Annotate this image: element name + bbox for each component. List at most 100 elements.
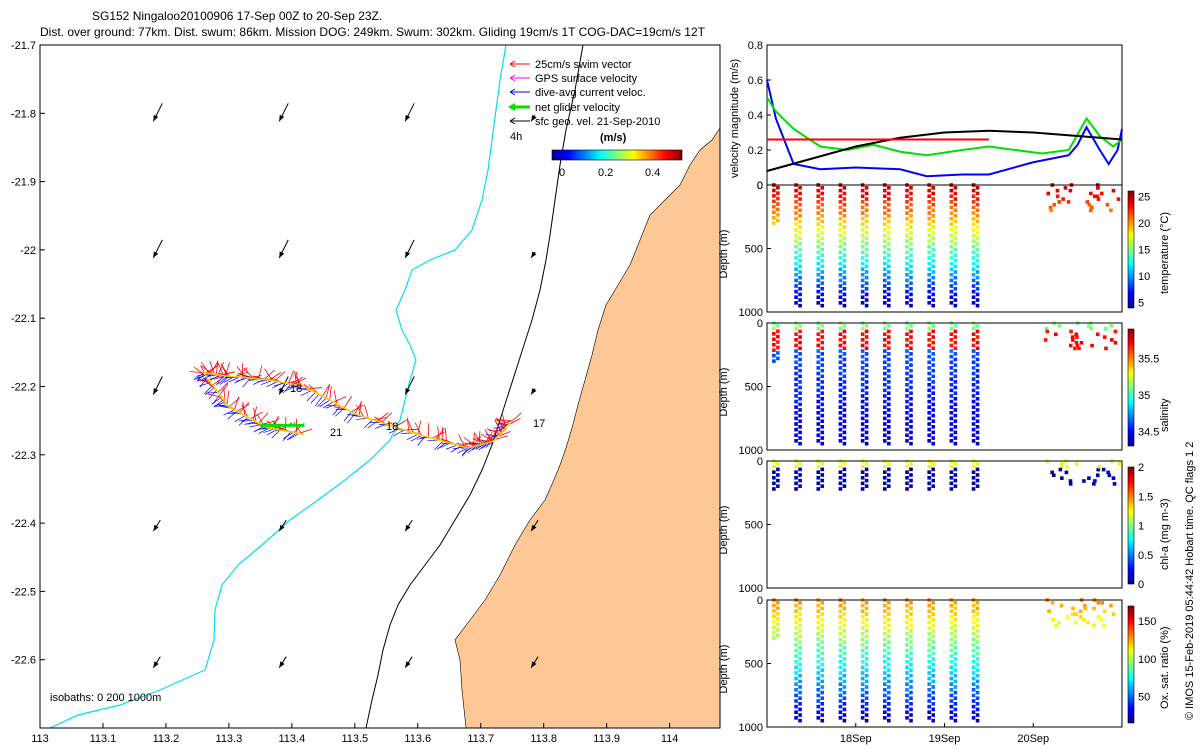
section-sample [838, 439, 843, 443]
swim-vector [343, 396, 353, 409]
section-sample [905, 615, 909, 619]
section-sample [1058, 467, 1063, 472]
section-sample [776, 191, 780, 195]
section-sample [842, 281, 847, 286]
section-sample [887, 478, 891, 483]
isobath-note: isobaths: 0 200 1000m [50, 692, 161, 704]
section-sample [975, 236, 980, 241]
swim-vector [489, 429, 497, 443]
section-sample [905, 687, 909, 692]
current-vector [194, 374, 206, 380]
section-sample [953, 214, 958, 218]
section-sample [860, 233, 865, 238]
section-sample [1051, 473, 1056, 478]
section-sample [975, 718, 980, 723]
swim-vector [406, 417, 410, 432]
section-sample [975, 696, 980, 701]
section-sample [820, 197, 825, 201]
section-colorbar [1127, 190, 1135, 309]
section-sample [776, 473, 780, 477]
section-sample [772, 337, 776, 342]
section-sample [838, 222, 843, 227]
section-sample [820, 396, 825, 401]
section-sample [820, 329, 825, 334]
section-sample [838, 200, 843, 204]
section-sample [975, 673, 980, 678]
swim-vector [333, 390, 338, 405]
section-sample [772, 625, 776, 630]
section-sample [860, 671, 865, 675]
section-sample [798, 264, 802, 269]
section-sample [909, 335, 913, 339]
section-sample [860, 354, 865, 359]
section-sample [909, 298, 913, 302]
section-sample [1100, 601, 1104, 605]
section-sample [860, 620, 865, 625]
section-sample [883, 626, 887, 630]
section-sample [798, 253, 802, 257]
section-sample [838, 687, 843, 692]
section-sample [1117, 462, 1122, 466]
current-vector [241, 419, 254, 422]
section-sample [842, 673, 847, 678]
section-sample [772, 199, 776, 204]
section-sample [860, 239, 865, 243]
colorbar-tick-label: 5 [1138, 298, 1144, 310]
section-sample [820, 225, 825, 229]
section-sample [927, 422, 931, 426]
section-sample [820, 679, 825, 684]
section-sample [798, 702, 802, 706]
section-sample [909, 363, 913, 367]
section-sample [931, 396, 935, 401]
section-sample [931, 391, 935, 395]
section-sample [842, 230, 847, 235]
section-sample [776, 606, 780, 610]
section-sample [883, 433, 887, 438]
colorbar-tick-label: 25 [1138, 191, 1150, 203]
section-sample [887, 696, 891, 701]
section-sample [776, 323, 780, 328]
section-sample [860, 427, 865, 432]
section-sample [971, 200, 976, 204]
section-sample [905, 620, 909, 625]
section-sample [927, 405, 931, 409]
velocity-series-line [766, 129, 1123, 172]
section-sample [905, 233, 909, 238]
section-sample [931, 225, 935, 229]
swim-vector [209, 361, 215, 375]
swim-vector [351, 404, 364, 413]
section-sample [931, 419, 935, 424]
section-sample [816, 405, 821, 409]
section-sample [953, 645, 958, 650]
section-sample [838, 716, 843, 720]
section-sample [949, 349, 954, 353]
section-sample [798, 346, 802, 351]
section-sample [772, 630, 776, 635]
section-sample [953, 191, 958, 196]
current-vector [252, 379, 265, 385]
geo-velocity-arrowhead [279, 114, 285, 122]
section-sample [949, 470, 954, 474]
section-sample [860, 338, 865, 342]
section-sample [975, 707, 980, 712]
section-sample [975, 606, 980, 611]
section-sample [864, 236, 869, 241]
section-sample [842, 402, 847, 407]
section-sample [909, 281, 913, 286]
section-sample [842, 467, 847, 472]
section-sample [838, 427, 843, 432]
velocity-series-line [766, 79, 1123, 178]
section-sample [842, 352, 847, 356]
section-sample [927, 427, 931, 432]
swim-vector [431, 431, 445, 439]
section-sample [887, 247, 891, 252]
section-sample [820, 374, 825, 379]
section-sample [909, 374, 913, 379]
section-sample [953, 473, 958, 477]
section-sample [798, 408, 802, 412]
section-sample [887, 391, 891, 395]
section-sample [864, 718, 869, 723]
colorbar-tick-label: 0 [1138, 579, 1144, 591]
section-sample [887, 601, 891, 605]
